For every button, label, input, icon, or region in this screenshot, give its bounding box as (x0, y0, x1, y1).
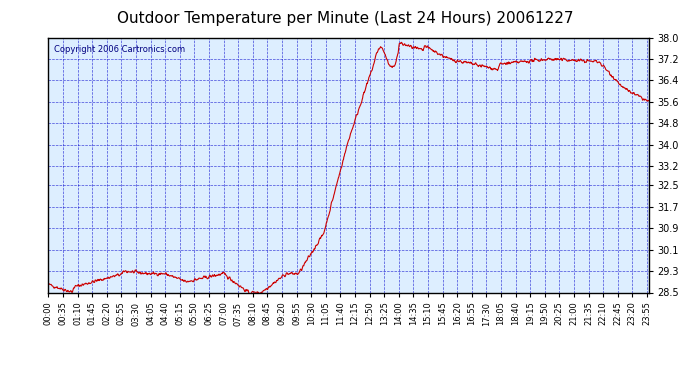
Text: Copyright 2006 Cartronics.com: Copyright 2006 Cartronics.com (55, 45, 186, 54)
Text: Outdoor Temperature per Minute (Last 24 Hours) 20061227: Outdoor Temperature per Minute (Last 24 … (117, 11, 573, 26)
